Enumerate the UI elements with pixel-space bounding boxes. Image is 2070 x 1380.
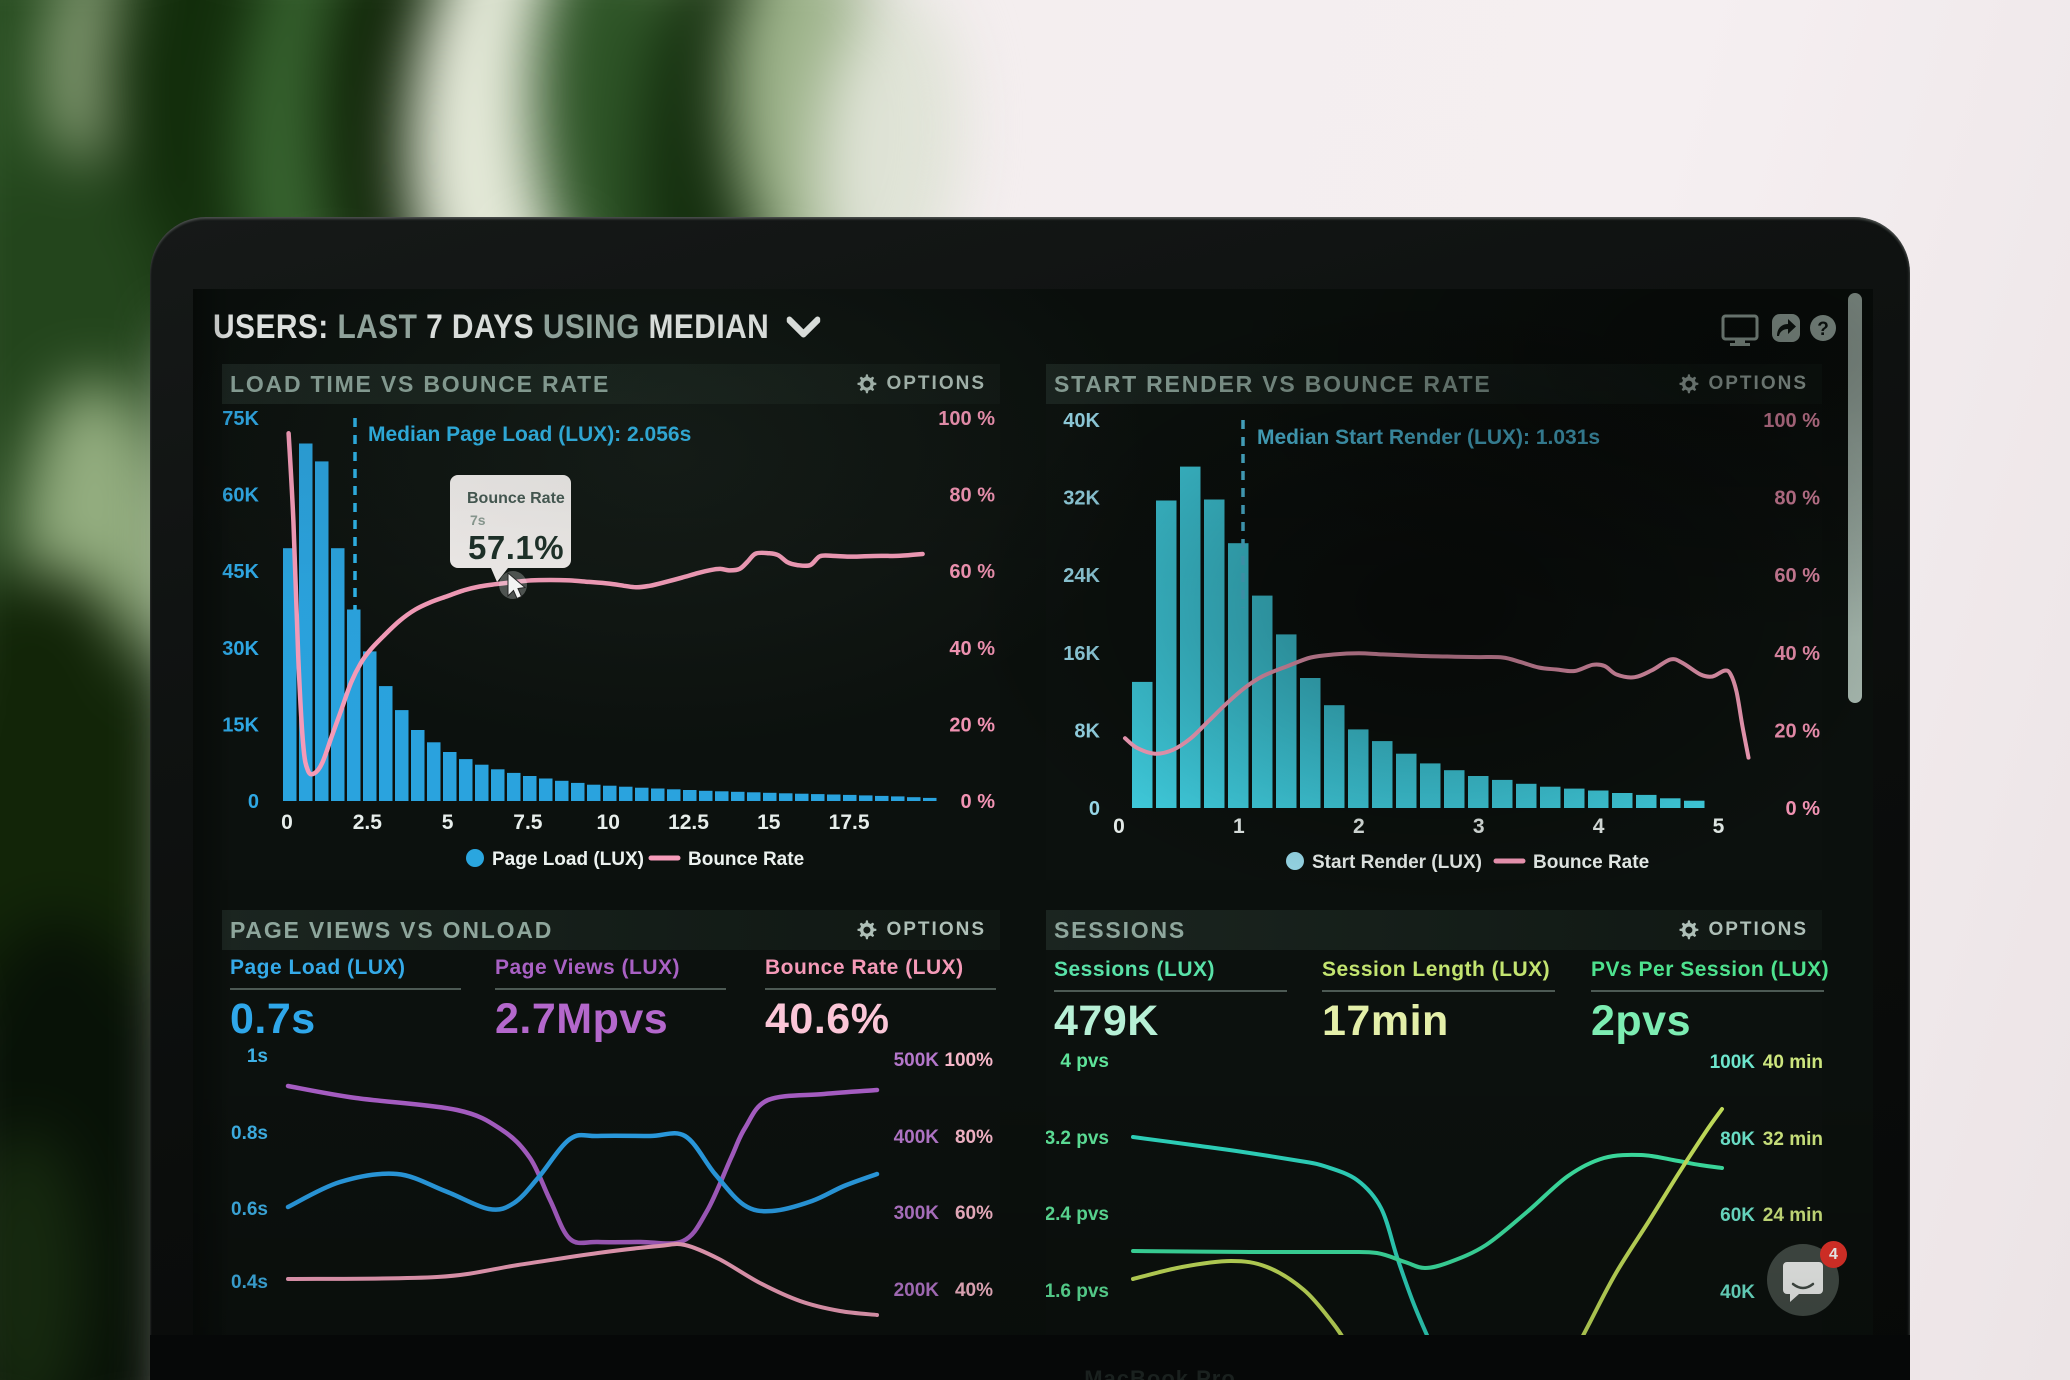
svg-text:8K: 8K (1074, 720, 1100, 742)
svg-text:80K: 80K (1720, 1129, 1755, 1150)
svg-text:1.6 pvs: 1.6 pvs (1046, 1281, 1109, 1302)
svg-text:4 pvs: 4 pvs (1060, 1051, 1109, 1072)
svg-text:0: 0 (281, 811, 293, 834)
svg-text:24 min: 24 min (1763, 1205, 1822, 1226)
svg-text:0 %: 0 % (1786, 798, 1821, 820)
svg-text:75K: 75K (222, 408, 259, 430)
svg-text:16K: 16K (1063, 643, 1100, 665)
svg-text:1s: 1s (247, 1046, 268, 1067)
svg-text:100 %: 100 % (1763, 410, 1820, 432)
svg-text:100%: 100% (944, 1050, 993, 1071)
svg-text:0 %: 0 % (961, 791, 996, 813)
svg-text:Page Load (LUX): Page Load (LUX) (492, 849, 644, 870)
svg-text:7s: 7s (470, 512, 486, 528)
svg-text:?: ? (1817, 319, 1829, 340)
svg-text:100K: 100K (1710, 1052, 1756, 1073)
svg-text:2.4 pvs: 2.4 pvs (1046, 1204, 1109, 1225)
svg-text:80 %: 80 % (1774, 488, 1820, 510)
svg-text:0: 0 (248, 791, 259, 813)
svg-text:60 %: 60 % (949, 561, 995, 583)
svg-text:60 %: 60 % (1774, 565, 1820, 587)
svg-text:5: 5 (442, 811, 454, 834)
svg-text:200K: 200K (894, 1280, 940, 1301)
svg-text:Bounce Rate: Bounce Rate (1533, 852, 1649, 873)
svg-text:57.1%: 57.1% (468, 529, 564, 566)
svg-text:80 %: 80 % (949, 485, 995, 507)
svg-text:32 min: 32 min (1763, 1129, 1822, 1150)
svg-text:15K: 15K (222, 714, 259, 736)
svg-text:40K: 40K (1063, 410, 1100, 432)
svg-text:0.4s: 0.4s (231, 1272, 268, 1293)
svg-text:2.5: 2.5 (353, 811, 383, 834)
svg-text:15: 15 (757, 811, 781, 834)
svg-text:1: 1 (1233, 815, 1245, 838)
svg-text:0: 0 (1113, 815, 1125, 838)
svg-text:60K: 60K (222, 485, 259, 507)
svg-text:0: 0 (1089, 798, 1100, 820)
svg-text:3: 3 (1473, 815, 1485, 838)
svg-text:Bounce Rate: Bounce Rate (467, 490, 565, 507)
svg-text:40 %: 40 % (949, 638, 995, 660)
svg-text:5: 5 (1713, 815, 1725, 838)
svg-text:Median Start Render (LUX): 1.0: Median Start Render (LUX): 1.031s (1257, 426, 1600, 449)
svg-text:30K: 30K (222, 638, 259, 660)
svg-text:10: 10 (597, 811, 620, 834)
svg-text:12.5: 12.5 (668, 811, 709, 834)
svg-text:100 %: 100 % (938, 408, 995, 430)
svg-text:Start Render (LUX): Start Render (LUX) (1312, 852, 1482, 873)
svg-text:4: 4 (1593, 815, 1605, 838)
svg-text:40 %: 40 % (1774, 643, 1820, 665)
svg-text:60K: 60K (1720, 1205, 1755, 1226)
svg-text:40%: 40% (955, 1280, 993, 1301)
svg-text:60%: 60% (955, 1203, 993, 1224)
svg-text:3.2 pvs: 3.2 pvs (1046, 1128, 1109, 1149)
svg-text:400K: 400K (894, 1127, 940, 1148)
svg-text:500K: 500K (894, 1050, 940, 1071)
svg-text:300K: 300K (894, 1203, 940, 1224)
svg-text:20 %: 20 % (1774, 720, 1820, 742)
svg-text:2: 2 (1353, 815, 1365, 838)
svg-text:0.8s: 0.8s (231, 1123, 268, 1144)
svg-text:32K: 32K (1063, 488, 1100, 510)
svg-text:20 %: 20 % (949, 714, 995, 736)
svg-text:Median Page Load (LUX): 2.056s: Median Page Load (LUX): 2.056s (368, 423, 691, 446)
svg-text:0.6s: 0.6s (231, 1199, 268, 1220)
svg-text:24K: 24K (1063, 565, 1100, 587)
svg-text:80%: 80% (955, 1127, 993, 1148)
svg-text:45K: 45K (222, 561, 259, 583)
svg-text:7.5: 7.5 (513, 811, 543, 834)
svg-text:40 min: 40 min (1763, 1052, 1822, 1073)
svg-text:Bounce Rate: Bounce Rate (688, 849, 804, 870)
svg-text:40K: 40K (1720, 1282, 1755, 1303)
svg-text:17.5: 17.5 (829, 811, 870, 834)
